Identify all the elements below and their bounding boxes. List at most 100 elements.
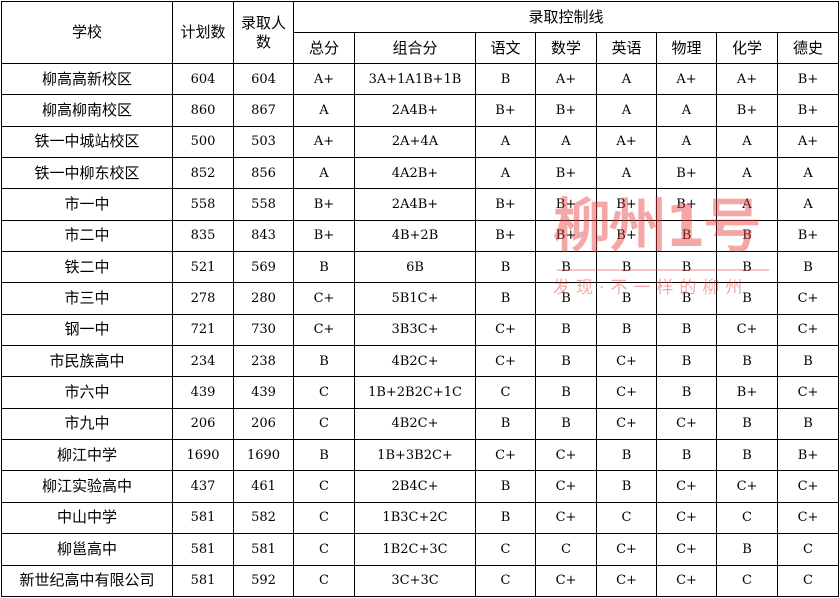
cell-combo: 2A4B+ [354, 94, 476, 127]
cell-plan: 206 [172, 407, 234, 441]
header-subject: 组合分 [354, 32, 476, 64]
cell-english: A [596, 94, 657, 127]
cell-moral-history: A [776, 157, 840, 190]
cell-total: C [293, 470, 355, 503]
cell-math: B+ [535, 157, 597, 190]
cell-school: 铁一中城站校区 [1, 125, 173, 159]
cell-english: B+ [596, 188, 657, 221]
cell-plan: 581 [172, 501, 234, 535]
table-row: 市六中 439 439 C 1B+2B2C+1C C B C+ B B+ C+ [1, 376, 840, 409]
header-school: 学校 [1, 1, 173, 64]
table-row: 铁二中 521 569 B 6B B B B B B B [1, 251, 840, 284]
cell-chinese: B+ [475, 94, 536, 127]
cell-plan: 439 [172, 376, 234, 409]
cell-moral-history: A+ [776, 125, 840, 159]
cell-chemistry: C+ [716, 470, 778, 503]
cell-math: A [535, 125, 597, 159]
cell-admitted: 843 [233, 219, 294, 253]
cell-moral-history: C [776, 564, 840, 597]
table-row: 铁一中城站校区 500 503 A+ 2A+4A A A A+ A A A+ [1, 125, 840, 159]
cell-moral-history: B [776, 251, 840, 284]
cell-total: C [293, 564, 355, 597]
cell-admitted: 1690 [233, 439, 294, 472]
cell-chemistry: B [716, 345, 778, 378]
cell-admitted: 558 [233, 188, 294, 221]
cell-math: B [535, 282, 597, 315]
cell-school: 新世纪高中有限公司 [1, 564, 173, 597]
cell-moral-history: A [776, 188, 840, 221]
header-admitted: 录取人数 [233, 1, 294, 64]
cell-chinese: B+ [475, 188, 536, 221]
cell-physics: C+ [656, 501, 717, 535]
cell-moral-history: B+ [776, 94, 840, 127]
cell-total: C [293, 501, 355, 535]
cell-english: C+ [596, 376, 657, 409]
table-row: 市二中 835 843 B+ 4B+2B B+ B+ B+ B B B+ [1, 219, 840, 253]
cell-total: B [293, 439, 355, 472]
cell-physics: B [656, 219, 717, 253]
cell-plan: 234 [172, 345, 234, 378]
cell-school: 柳邕高中 [1, 533, 173, 566]
cell-english: B+ [596, 219, 657, 253]
cell-admitted: 503 [233, 125, 294, 159]
cell-plan: 437 [172, 470, 234, 503]
cell-moral-history: B+ [776, 219, 840, 253]
cell-math: C+ [535, 470, 597, 503]
cell-physics: C+ [656, 564, 717, 597]
cell-combo: 1B3C+2C [354, 501, 476, 535]
cell-combo: 2A+4A [354, 125, 476, 159]
cell-chemistry: C [716, 501, 778, 535]
cell-combo: 6B [354, 251, 476, 284]
cell-chinese: C+ [475, 345, 536, 378]
cell-combo: 3C+3C [354, 564, 476, 597]
cell-combo: 5B1C+ [354, 282, 476, 315]
cell-plan: 558 [172, 188, 234, 221]
cell-chemistry: A+ [716, 62, 778, 96]
cell-physics: B [656, 345, 717, 378]
cell-school: 市六中 [1, 376, 173, 409]
cell-admitted: 604 [233, 62, 294, 96]
cell-chinese: B [475, 251, 536, 284]
cell-combo: 4B+2B [354, 219, 476, 253]
cell-school: 市三中 [1, 282, 173, 315]
cell-total: C+ [293, 282, 355, 315]
cell-physics: A [656, 125, 717, 159]
cell-math: B+ [535, 94, 597, 127]
cell-math: C+ [535, 501, 597, 535]
cell-chinese: B [475, 62, 536, 96]
cell-total: A [293, 94, 355, 127]
cell-english: B [596, 439, 657, 472]
cell-physics: B [656, 282, 717, 315]
cell-chinese: B [475, 501, 536, 535]
cell-english: A [596, 62, 657, 96]
cell-physics: B+ [656, 157, 717, 190]
header-subject: 总分 [293, 32, 355, 64]
cell-admitted: 592 [233, 564, 294, 597]
cell-english: C+ [596, 407, 657, 441]
table-row: 市三中 278 280 C+ 5B1C+ B B B B B C+ [1, 282, 840, 315]
cell-physics: A+ [656, 62, 717, 96]
cell-chinese: A [475, 157, 536, 190]
cell-math: B [535, 251, 597, 284]
table-row: 柳高柳南校区 860 867 A 2A4B+ B+ B+ A A B+ B+ [1, 94, 840, 127]
cell-moral-history: B [776, 407, 840, 441]
cell-chemistry: B [716, 407, 778, 441]
cell-combo: 4A2B+ [354, 157, 476, 190]
cell-math: B [535, 376, 597, 409]
cell-combo: 3B3C+ [354, 313, 476, 347]
cell-chemistry: B+ [716, 94, 778, 127]
cell-school: 柳江中学 [1, 439, 173, 472]
cell-combo: 3A+1A1B+1B [354, 62, 476, 96]
cell-math: B [535, 313, 597, 347]
cell-total: A [293, 157, 355, 190]
cell-school: 柳高高新校区 [1, 62, 173, 96]
cell-chinese: B [475, 407, 536, 441]
cell-admitted: 856 [233, 157, 294, 190]
cell-physics: C+ [656, 533, 717, 566]
cell-plan: 852 [172, 157, 234, 190]
cell-total: B+ [293, 188, 355, 221]
cell-admitted: 581 [233, 533, 294, 566]
cell-total: B [293, 251, 355, 284]
cell-combo: 1B2C+3C [354, 533, 476, 566]
